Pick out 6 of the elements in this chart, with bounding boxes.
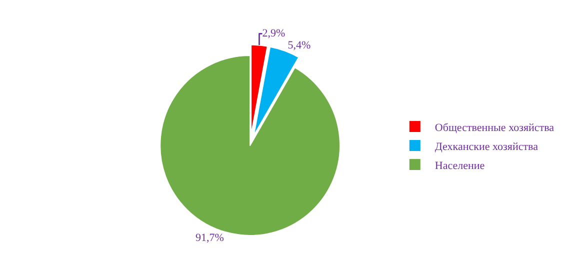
legend-label: Общественные хозяйства xyxy=(434,122,554,134)
legend-label: Дехканские хозяйства xyxy=(434,140,538,153)
legend-label: Население xyxy=(434,160,485,172)
data-label: 91,7% xyxy=(195,232,224,244)
data-label: 5,4% xyxy=(288,40,311,52)
data-label: 2,9% xyxy=(262,28,286,40)
